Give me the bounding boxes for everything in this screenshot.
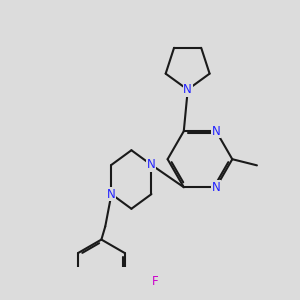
Text: N: N	[183, 83, 192, 96]
Text: N: N	[107, 188, 116, 201]
Text: N: N	[212, 181, 220, 194]
Text: N: N	[212, 125, 220, 138]
Text: F: F	[152, 275, 159, 288]
Text: N: N	[147, 158, 156, 171]
